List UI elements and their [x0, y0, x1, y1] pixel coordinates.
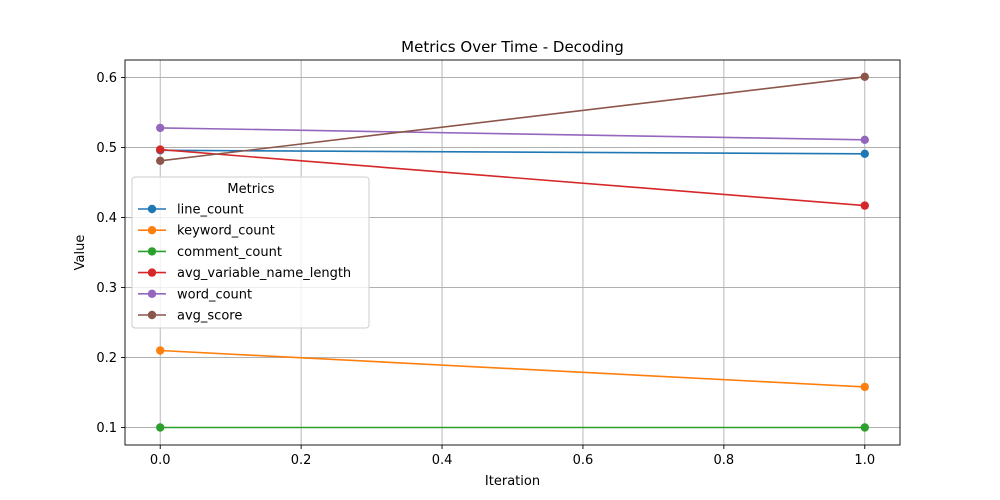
data-point	[156, 156, 165, 165]
legend-label: avg_variable_name_length	[177, 266, 351, 281]
legend-entry-avg_variable_name_length: avg_variable_name_length	[138, 266, 351, 281]
x-tick-label: 0.6	[573, 453, 594, 468]
series-line	[160, 148, 865, 207]
data-point	[860, 201, 869, 210]
y-tick-label: 0.6	[96, 71, 117, 86]
y-tick-label: 0.4	[96, 211, 117, 226]
legend-entry-line_count: line_count	[138, 203, 244, 218]
x-tick-label: 0.4	[432, 453, 453, 468]
series-line	[160, 349, 865, 388]
legend-entry-keyword_count: keyword_count	[138, 224, 275, 239]
legend: Metrics line_count keyword_count comment_c…	[131, 176, 370, 329]
legend-label: line_count	[177, 203, 244, 218]
data-point	[156, 346, 165, 355]
legend-label: keyword_count	[177, 224, 275, 239]
series-keyword_count	[156, 346, 869, 392]
data-point	[860, 72, 869, 82]
plot-frame	[124, 59, 901, 446]
series-avg_variable_name_length	[156, 145, 869, 210]
chart-title: Metrics Over Time - Decoding	[401, 38, 624, 56]
legend-label: comment_count	[177, 245, 282, 260]
data-point	[156, 423, 165, 432]
legend-entries: line_count keyword_count comment_count avg_…	[138, 203, 351, 324]
legend-label: avg_score	[177, 309, 242, 324]
legend-entry-avg_score: avg_score	[138, 309, 242, 324]
legend-marker	[147, 204, 157, 214]
y-axis-label: Value	[73, 235, 88, 271]
y-tick-label: 0.2	[96, 351, 117, 366]
data-point	[860, 135, 869, 144]
series-lines	[156, 72, 869, 432]
x-tick-label: 0.0	[150, 453, 171, 468]
legend-title: Metrics	[227, 182, 274, 197]
series-line	[160, 149, 865, 155]
legend-label: word_count	[177, 287, 252, 302]
legend-marker	[147, 247, 157, 256]
series-line	[160, 76, 865, 162]
legend-marker	[147, 289, 157, 298]
data-point	[156, 123, 165, 133]
series-avg_score	[156, 72, 869, 165]
axis-ticks: 0.0 0.2 0.4 0.6 0.8 1.0 0.1 0.2 0.3 0.4 0.5 0.6	[96, 71, 875, 468]
x-tick-label: 1.0	[854, 453, 875, 468]
series-line	[160, 127, 865, 141]
legend-marker	[147, 226, 157, 235]
data-point	[860, 382, 869, 392]
legend-marker	[147, 310, 157, 320]
legend-entry-comment_count: comment_count	[138, 245, 282, 260]
legend-box	[131, 176, 370, 329]
data-point	[860, 149, 869, 158]
data-point	[156, 145, 165, 154]
y-tick-label: 0.3	[96, 281, 117, 296]
x-tick-label: 0.2	[291, 453, 312, 468]
y-tick-label: 0.5	[96, 141, 117, 156]
y-tick-label: 0.1	[96, 421, 117, 436]
x-tick-label: 0.8	[714, 453, 735, 468]
series-word_count	[156, 123, 869, 144]
series-comment_count	[156, 423, 869, 432]
data-point	[860, 423, 869, 432]
legend-entry-word_count: word_count	[138, 287, 252, 302]
legend-marker	[147, 268, 157, 277]
x-axis-label: Iteration	[485, 474, 540, 489]
